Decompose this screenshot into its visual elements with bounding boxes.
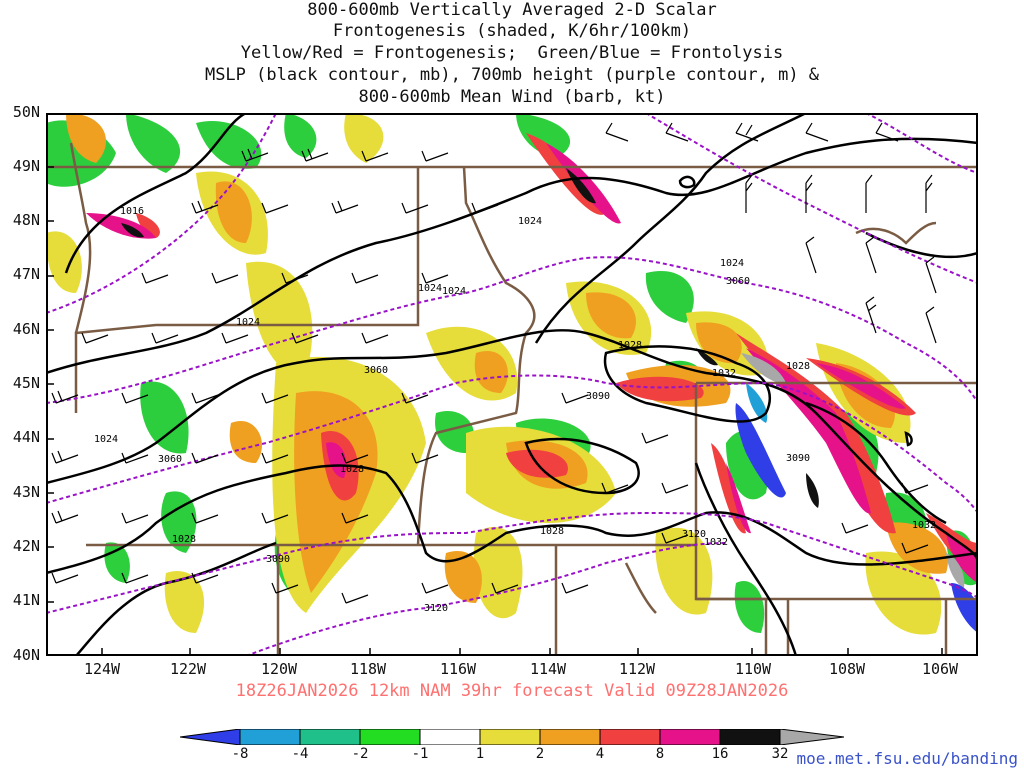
mslp-isobars (46, 113, 978, 656)
isobar-label: 1024 (236, 317, 260, 328)
lon-label-116w: 116W (439, 660, 477, 678)
axis-ticks (46, 166, 943, 656)
title-line-2: Frontogenesis (shaded, K/6hr/100km) (332, 21, 692, 41)
title-line-3: Yellow/Red = Frontogenesis; Green/Blue =… (240, 43, 784, 63)
lon-label-110w: 110W (734, 660, 772, 678)
title-line-5: 800-600mb Mean Wind (barb, kt) (358, 87, 666, 107)
colorbar-label: -4 (291, 746, 309, 762)
colorbar-segment (599, 729, 661, 745)
colorbar-segment (779, 729, 844, 745)
colorbar-segment (479, 729, 541, 745)
isobar-label: 1024 (442, 286, 466, 297)
colorbar-segment (539, 729, 601, 745)
title-line-1: 800-600mb Vertically Averaged 2-D Scalar (307, 0, 717, 20)
colorbar-label: -8 (231, 746, 249, 762)
isobar-label: 1032 (912, 520, 936, 531)
isobar-label: 1028 (172, 534, 196, 545)
frontogenesis-shading (46, 113, 978, 635)
height-label: 3120 (682, 529, 706, 540)
lat-label-41n: 41N (12, 591, 40, 609)
colorbar-segment (299, 729, 361, 745)
lon-label-124w: 124W (83, 660, 121, 678)
isobar-label: 1032 (704, 537, 728, 548)
colorbar-label: 4 (595, 746, 605, 762)
isobar-label: 1028 (618, 340, 642, 351)
height-label: 3060 (158, 454, 182, 465)
lon-label-106w: 106W (921, 660, 959, 678)
colorbar-segment (359, 729, 421, 745)
isobar-label: 1024 (518, 216, 542, 227)
forecast-valid-line: 18Z26JAN2026 12km NAM 39hr forecast Vali… (235, 681, 789, 701)
height-label: 3060 (364, 365, 388, 376)
colorbar-label: 16 (711, 746, 729, 762)
lat-label-50n: 50N (12, 103, 40, 121)
lat-label-47n: 47N (12, 265, 40, 283)
lon-label-112w: 112W (618, 660, 656, 678)
colorbar-segment (659, 729, 721, 745)
frontogenesis-very-strong (86, 143, 978, 583)
lon-label-114w: 114W (529, 660, 567, 678)
colorbar-segment (419, 729, 481, 745)
isobar-label: 1028 (340, 464, 364, 475)
lon-label-108w: 108W (828, 660, 866, 678)
lon-label-120w: 120W (260, 660, 298, 678)
colorbar-label: 2 (535, 746, 545, 762)
height-label: 3060 (726, 276, 750, 287)
lat-label-49n: 49N (12, 157, 40, 175)
isobar-label: 1016 (120, 206, 144, 217)
height-labels: 3060 3060 3060 3090 3090 3090 3120 3120 (158, 276, 810, 614)
colorbar-label: 1 (475, 746, 485, 762)
lat-label-46n: 46N (12, 320, 40, 338)
frontolysis-strong (735, 383, 978, 633)
height-label: 3090 (266, 554, 290, 565)
colorbar-label: 8 (655, 746, 665, 762)
colorbar-segment (180, 729, 241, 745)
frontogenesis-extreme (121, 168, 965, 588)
colorbar (180, 729, 844, 745)
lat-label-45n: 45N (12, 374, 40, 392)
frontogenesis-map: 1016 1024 1024 1024 1024 1024 1024 1028 … (46, 113, 978, 656)
isobar-label: 1028 (786, 361, 810, 372)
height-label: 3120 (424, 603, 448, 614)
lon-label-122w: 122W (169, 660, 207, 678)
colorbar-segment (719, 729, 781, 745)
isobar-label: 1028 (540, 526, 564, 537)
lat-label-40n: 40N (12, 646, 40, 664)
wind-barbs (51, 122, 937, 604)
lon-label-118w: 118W (349, 660, 387, 678)
isobar-label: 1024 (94, 434, 118, 445)
lat-label-42n: 42N (12, 537, 40, 555)
height-label: 3090 (586, 391, 610, 402)
colorbar-label: -1 (411, 746, 429, 762)
isobar-label: 1032 (712, 368, 736, 379)
height-label: 3090 (786, 453, 810, 464)
credit-url: moe.met.fsu.edu/banding (796, 749, 1018, 768)
isobar-label: 1024 (720, 258, 744, 269)
lat-label-44n: 44N (12, 428, 40, 446)
isobar-labels: 1016 1024 1024 1024 1024 1024 1024 1028 … (94, 206, 936, 548)
colorbar-label: -2 (351, 746, 369, 762)
colorbar-label: 32 (771, 746, 789, 762)
title-line-4: MSLP (black contour, mb), 700mb height (… (204, 65, 820, 85)
colorbar-segment (239, 729, 301, 745)
isobar-label: 1024 (418, 283, 442, 294)
lat-label-43n: 43N (12, 483, 40, 501)
lat-label-48n: 48N (12, 211, 40, 229)
